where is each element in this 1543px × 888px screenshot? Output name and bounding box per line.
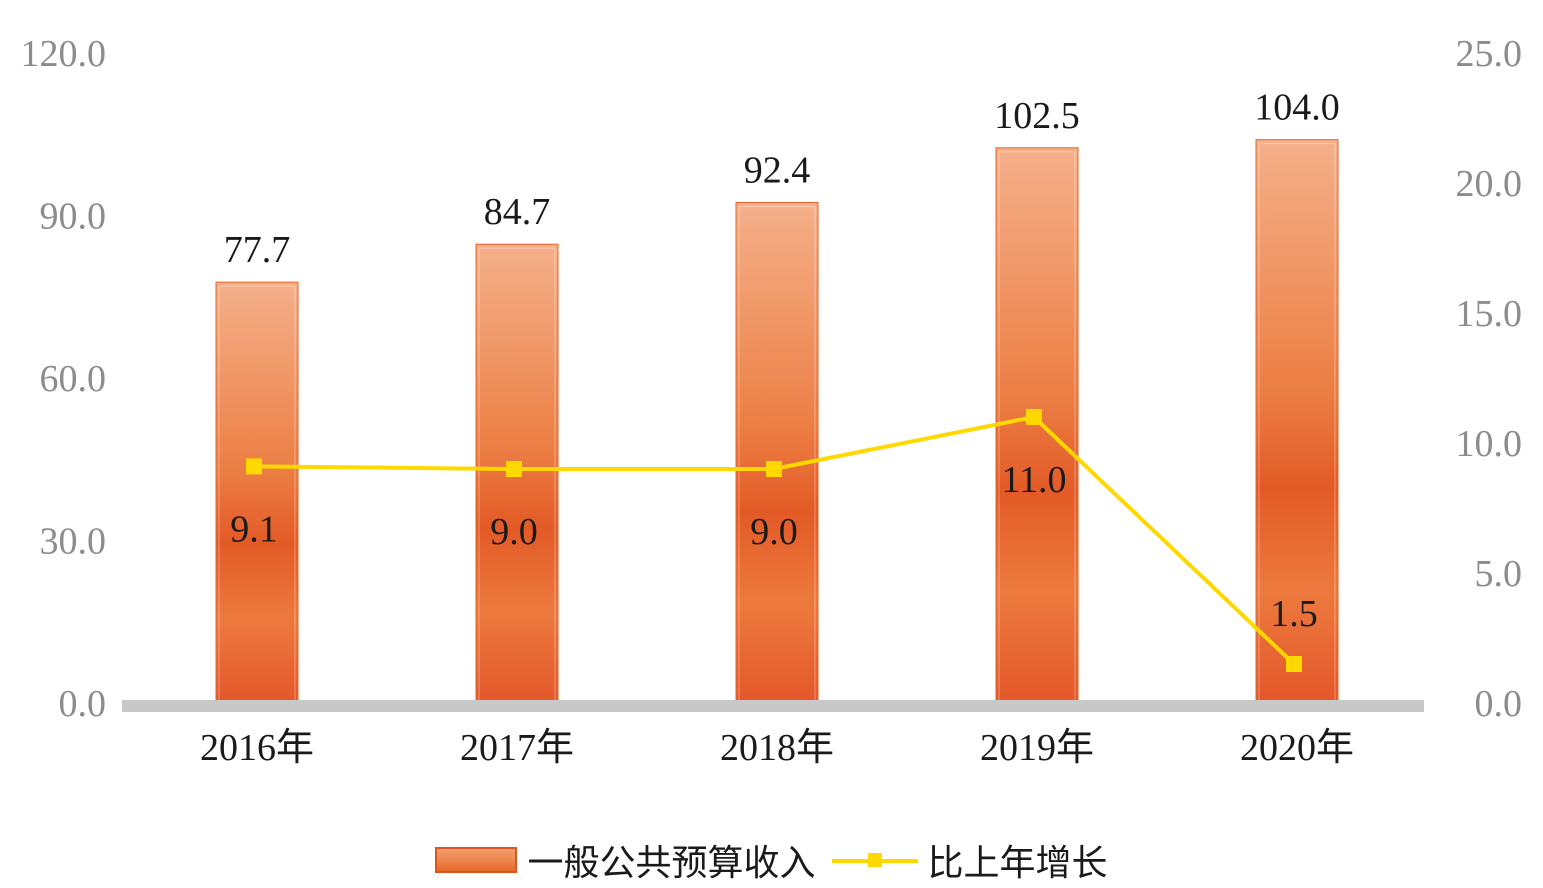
left-tick-label: 90.0 — [40, 196, 107, 238]
growth-value-label: 1.5 — [1270, 593, 1318, 635]
legend-line-swatch — [831, 847, 918, 873]
right-tick-label: 5.0 — [1475, 553, 1523, 595]
right-tick-label: 0.0 — [1475, 683, 1523, 725]
legend: 一般公共预算收入 比上年增长 — [0, 836, 1543, 884]
right-axis-ticks: 0.0 5.0 10.0 15.0 20.0 25.0 — [1456, 33, 1523, 725]
growth-marker — [506, 461, 522, 477]
growth-marker — [1286, 656, 1302, 672]
left-tick-label: 120.0 — [21, 33, 107, 75]
left-tick-label: 30.0 — [40, 521, 107, 563]
left-tick-label: 0.0 — [59, 683, 107, 725]
bar-value-label: 104.0 — [1254, 87, 1340, 129]
right-tick-label: 15.0 — [1456, 293, 1523, 335]
bar-value-label: 92.4 — [744, 150, 811, 192]
category-label: 2017年 — [460, 727, 574, 769]
right-tick-label: 20.0 — [1456, 163, 1523, 205]
growth-value-label: 9.0 — [490, 511, 538, 553]
x-axis-line — [122, 700, 1424, 712]
growth-value-label: 11.0 — [1001, 459, 1066, 501]
category-label: 2020年 — [1240, 727, 1354, 769]
left-axis-ticks: 0.0 30.0 60.0 90.0 120.0 — [21, 33, 107, 725]
growth-marker — [766, 461, 782, 477]
legend-item-line: 比上年增长 — [831, 834, 1108, 886]
growth-value-label: 9.1 — [230, 508, 278, 550]
category-label: 2016年 — [200, 727, 314, 769]
bar-value-label: 102.5 — [994, 95, 1080, 137]
right-tick-label: 25.0 — [1456, 33, 1523, 75]
legend-item-bar: 一般公共预算收入 — [435, 834, 816, 886]
left-tick-label: 60.0 — [40, 358, 107, 400]
bar — [475, 243, 559, 704]
legend-bar-swatch — [435, 847, 518, 873]
bar-value-label: 77.7 — [224, 229, 291, 271]
category-label: 2019年 — [980, 727, 1094, 769]
bar — [215, 281, 299, 704]
bar-series: 77.7 84.7 92.4 102.5 104.0 — [215, 87, 1340, 704]
bar — [995, 147, 1079, 704]
bar — [735, 202, 819, 704]
legend-bar-label: 一般公共预算收入 — [527, 843, 816, 884]
line-series: 9.1 9.0 9.0 11.0 1.5 — [230, 409, 1318, 672]
category-label: 2018年 — [720, 727, 834, 769]
growth-value-label: 9.0 — [750, 511, 798, 553]
chart-canvas: 0.0 30.0 60.0 90.0 120.0 0.0 5.0 10.0 15.0 20.0 2… — [21, 33, 1523, 769]
right-tick-label: 10.0 — [1456, 423, 1523, 465]
legend-line-label: 比上年增长 — [927, 843, 1108, 884]
growth-marker — [1026, 409, 1042, 425]
category-labels: 2016年 2017年 2018年 2019年 2020年 — [200, 727, 1354, 769]
growth-marker — [246, 458, 262, 475]
bar-value-label: 84.7 — [484, 191, 551, 233]
